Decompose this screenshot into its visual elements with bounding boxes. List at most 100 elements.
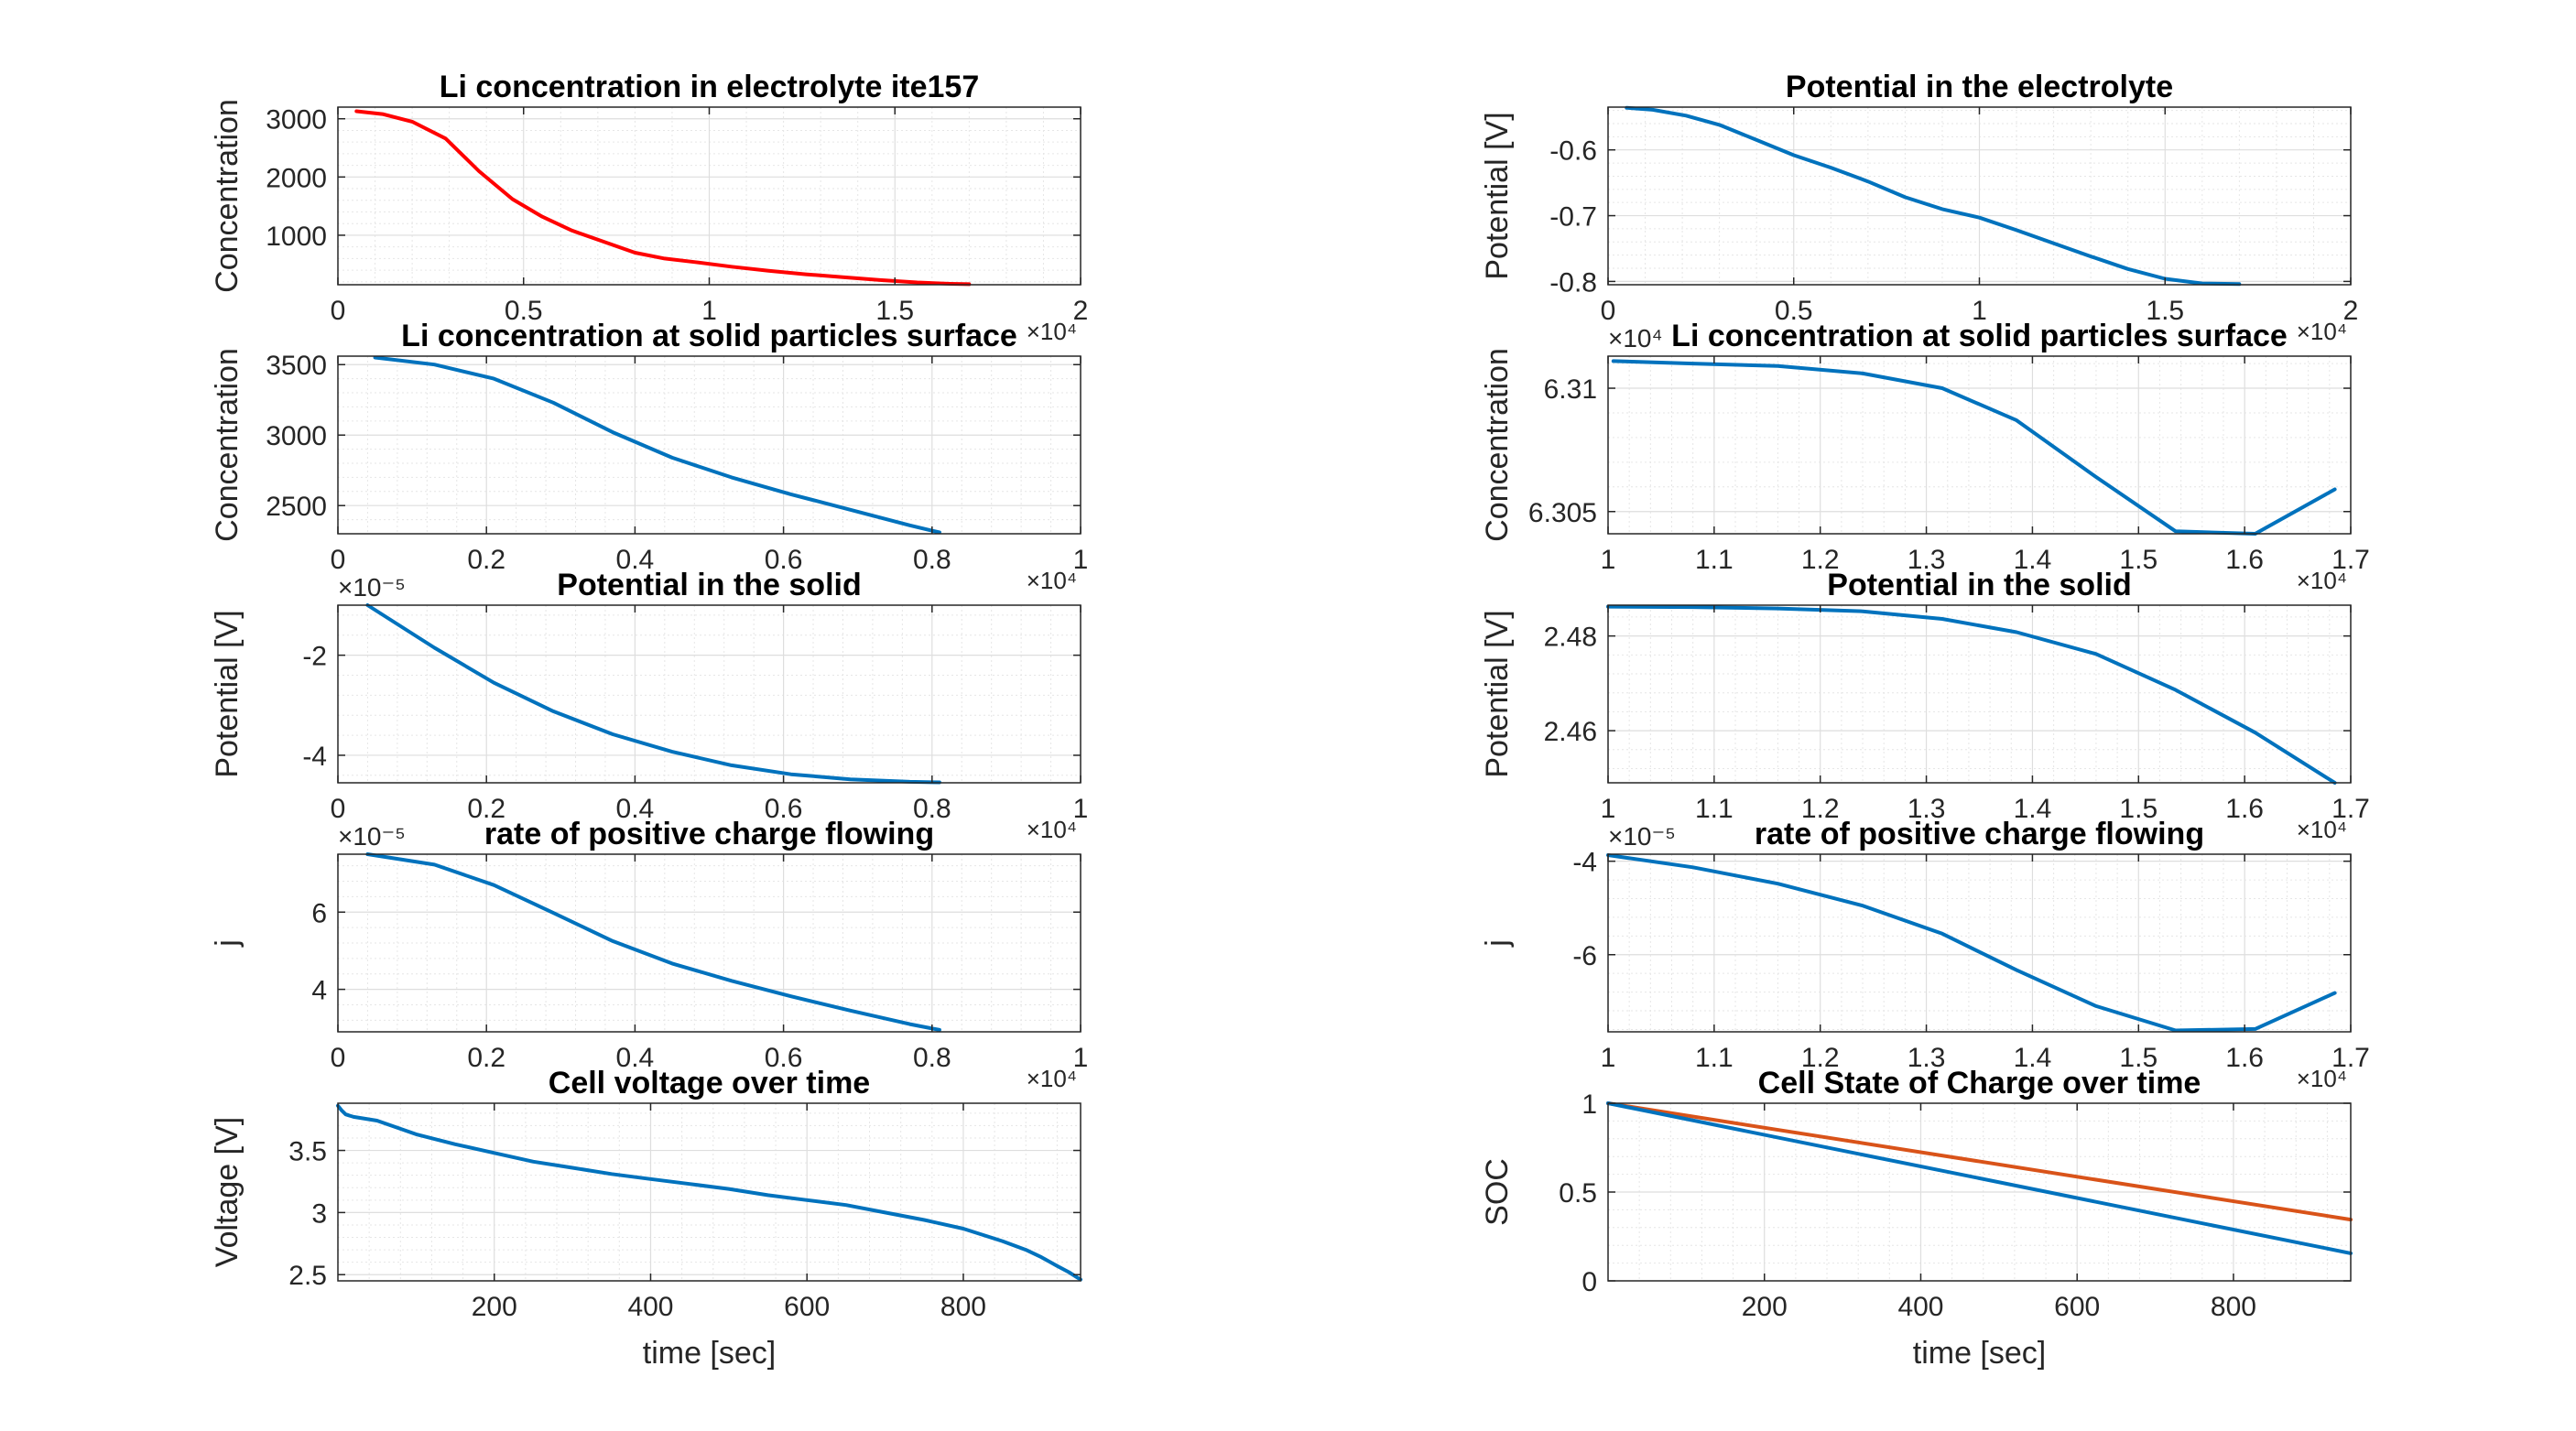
y-tick-label: 3 [311, 1198, 327, 1229]
chart-panel: 0 0.5 1 1.5 2 1000 2000 3000 ×10⁴ Concentration Li… [210, 70, 1088, 345]
x-tick-label: 0 [1601, 296, 1616, 326]
y-tick-label: 2.46 [1544, 717, 1597, 747]
x-tick-label: 800 [2211, 1292, 2256, 1322]
x-tick-label: 1.7 [2331, 794, 2370, 824]
x-tick-label: 400 [627, 1292, 673, 1322]
x-exponent-label: ×10⁴ [1027, 567, 1077, 594]
x-exponent-label: ×10⁴ [1027, 1065, 1077, 1092]
x-tick-label: 0.2 [467, 545, 505, 575]
x-tick-label: 0 [331, 296, 346, 326]
plot-area [1608, 356, 2351, 534]
x-tick-label: 1.5 [2119, 545, 2158, 575]
series-line [1625, 105, 2242, 287]
series-line [1606, 1101, 2353, 1222]
x-exponent-label: ×10⁴ [2297, 1065, 2347, 1092]
y-axis-label: Concentration [210, 348, 245, 542]
x-tick-label: 600 [784, 1292, 830, 1322]
plot-area [1608, 605, 2351, 783]
y-axis-label: SOC [1480, 1158, 1515, 1226]
x-tick-label: 1.5 [2146, 296, 2184, 326]
y-tick-label: 1 [1581, 1090, 1597, 1120]
chart-panel: 200 400 600 800 0 0.5 1 SOC time [sec] Cell State… [1480, 1066, 2353, 1371]
x-tick-label: 1.1 [1695, 545, 1734, 575]
x-tick-label: 1.3 [1908, 545, 1946, 575]
x-tick-label: 1 [1073, 1043, 1089, 1073]
y-tick-label: 6 [311, 898, 327, 928]
series-line [373, 355, 941, 535]
series-line [1606, 853, 2337, 1033]
x-tick-label: 2 [2343, 296, 2359, 326]
chart-title: Potential in the solid [557, 568, 861, 602]
x-exponent-label: ×10⁴ [2297, 816, 2347, 843]
x-tick-label: 200 [472, 1292, 517, 1322]
y-exponent-label: ×10⁻⁵ [1608, 822, 1676, 851]
chart-title: Li concentration in electrolyte ite157 [440, 70, 980, 104]
x-tick-label: 0 [331, 1043, 346, 1073]
chart-panel: 1 1.1 1.2 1.3 1.4 1.5 1.6 1.7 2.46 2.48 ×10⁴ Potent… [1480, 568, 2370, 843]
chart-title: Li concentration at solid particles surf… [1671, 319, 2288, 353]
y-axis-label: Voltage [V] [210, 1117, 245, 1267]
x-axis-label: time [sec] [643, 1336, 776, 1371]
x-tick-label: 1 [1601, 794, 1616, 824]
axes-box [337, 604, 1081, 784]
y-exponent-label: ×10⁻⁵ [338, 573, 406, 602]
series-line [1611, 359, 2337, 536]
y-axis-label: Potential [V] [1480, 610, 1515, 777]
chart-title: Potential in the electrolyte [1786, 70, 2173, 104]
y-axis-label: Potential [V] [210, 610, 245, 777]
x-tick-label: 0.6 [765, 545, 803, 575]
chart-panel: 1 1.1 1.2 1.3 1.4 1.5 1.6 1.7 -4 -6 ×10⁴ ×10⁻⁵ j rate… [1480, 817, 2370, 1092]
x-tick-label: 1.6 [2225, 1043, 2264, 1073]
y-tick-label: 6.31 [1544, 374, 1597, 405]
y-tick-label: 3000 [266, 421, 327, 451]
axes-box [337, 853, 1081, 1033]
series-line [354, 109, 972, 287]
y-tick-label: 3.5 [288, 1137, 327, 1167]
x-tick-label: 600 [2054, 1292, 2100, 1322]
y-tick-label: -6 [1572, 941, 1597, 971]
plot-area [338, 605, 1081, 783]
x-tick-label: 2 [1073, 296, 1089, 326]
y-tick-label: 2.5 [288, 1261, 327, 1291]
y-axis-label: j [1480, 939, 1515, 948]
x-tick-label: 1.5 [875, 296, 914, 326]
y-axis-label: j [210, 939, 245, 948]
x-tick-label: 1.1 [1695, 1043, 1734, 1073]
axes-box [337, 1102, 1081, 1282]
chart-title: rate of positive charge flowing [484, 817, 934, 851]
chart-title: rate of positive charge flowing [1755, 817, 2204, 851]
y-exponent-label: ×10⁻⁵ [338, 822, 406, 851]
x-tick-label: 1.4 [2014, 545, 2052, 575]
x-tick-label: 0.5 [505, 296, 543, 326]
x-tick-label: 1 [1073, 545, 1089, 575]
x-tick-label: 0.5 [1775, 296, 1813, 326]
y-exponent-label: ×10⁴ [1608, 324, 1663, 352]
y-axis-label: Potential [V] [1480, 112, 1515, 279]
x-tick-label: 0.6 [765, 794, 803, 824]
x-tick-label: 0.2 [467, 794, 505, 824]
y-tick-label: 0.5 [1559, 1178, 1597, 1209]
x-tick-label: 1.2 [1801, 545, 1840, 575]
y-tick-label: -0.8 [1549, 267, 1597, 298]
chart-panel: 0 0.2 0.4 0.6 0.8 1 -2 -4 ×10⁴ ×10⁻⁵ Potential [V]… [210, 568, 1088, 843]
axes-box [1607, 604, 2352, 784]
x-tick-label: 0.4 [616, 545, 655, 575]
y-tick-label: -0.6 [1549, 136, 1597, 167]
x-tick-label: 0.2 [467, 1043, 505, 1073]
chart-title: Li concentration at solid particles surf… [401, 319, 1017, 353]
y-tick-label: -0.7 [1549, 202, 1597, 233]
x-tick-label: 0.8 [913, 545, 951, 575]
plot-area [338, 1103, 1081, 1281]
x-tick-label: 1 [1601, 545, 1616, 575]
y-tick-label: -4 [1572, 848, 1597, 878]
x-tick-label: 0.4 [616, 794, 655, 824]
series-line [365, 603, 941, 785]
x-tick-label: 1.6 [2225, 794, 2264, 824]
series-line [1606, 1101, 2353, 1255]
x-exponent-label: ×10⁴ [2297, 318, 2347, 345]
y-tick-label: -2 [302, 642, 327, 672]
x-tick-label: 1.5 [2119, 794, 2158, 824]
x-exponent-label: ×10⁴ [1027, 816, 1077, 843]
x-tick-label: 0 [331, 545, 346, 575]
x-tick-label: 1.6 [2225, 545, 2264, 575]
